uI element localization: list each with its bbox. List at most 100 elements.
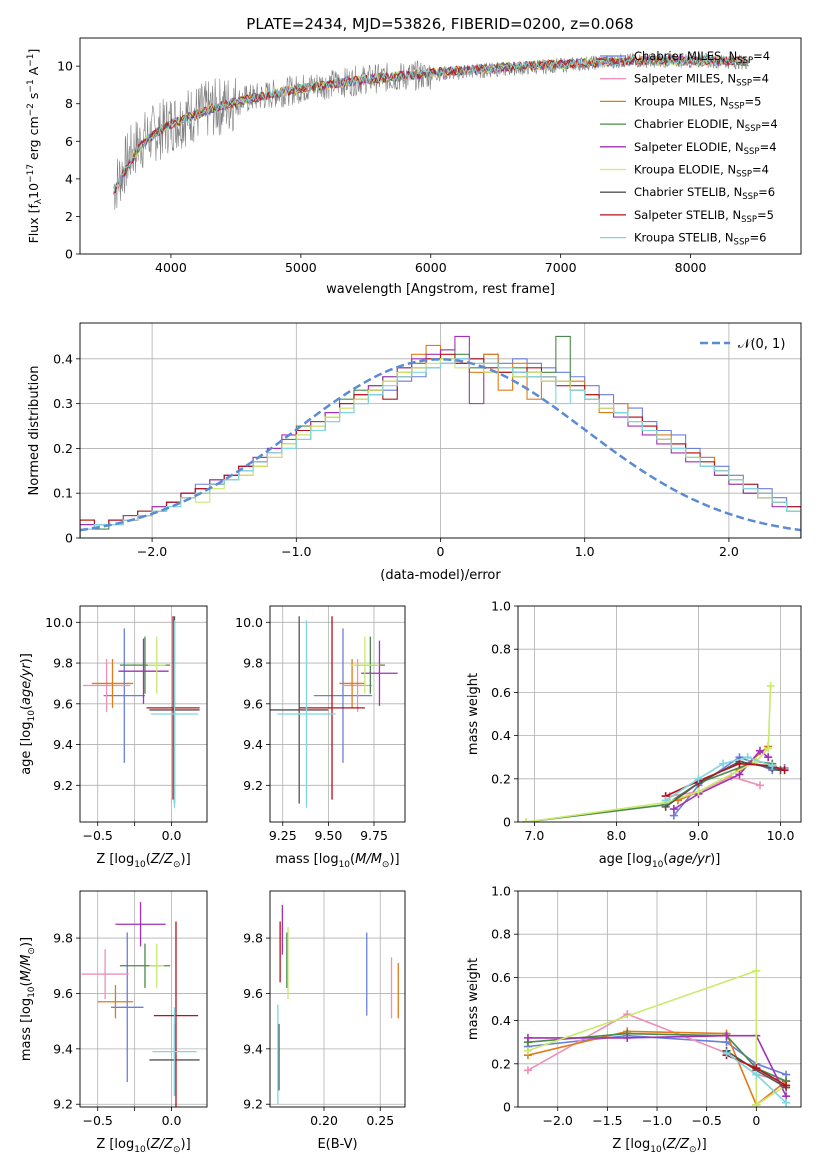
weight-marker (782, 1098, 791, 1107)
y-tick-label: 8 (65, 96, 73, 111)
panel-mass_vs_ebv: 0.20 0.25 9.2 9.4 9.6 9.8 E(B-V) (243, 890, 406, 1152)
y-tick-label: 9.4 (53, 1041, 73, 1056)
model-line-7 (113, 54, 749, 194)
plot-area-mass_vs_Z (80, 891, 207, 1107)
y-tick-label: 1.0 (491, 884, 511, 899)
x-tick-label: 0 (752, 1113, 760, 1128)
plot-area-residuals (80, 323, 801, 538)
y-axis-label: age [log10(age/yr)] (19, 653, 37, 775)
errorbar-point-1 (81, 949, 129, 999)
x-tick-label: 0.0 (162, 1113, 182, 1128)
x-tick-label: 2.0 (719, 544, 739, 559)
x-tick-label: 9.25 (269, 828, 297, 843)
panel-weight_vs_age: 7.0 8.0 9.0 10.0 0 0.2 0.4 0.6 0.8 1.0 age [log10(… (466, 599, 802, 870)
axes-frame (269, 605, 406, 823)
y-tick-label: 9.6 (243, 696, 263, 711)
x-tick-label: 6000 (415, 260, 447, 275)
weight-marker (755, 746, 764, 755)
x-tick-label: 8000 (675, 260, 707, 275)
errorbar-point-8 (152, 1007, 197, 1096)
weight-marker (735, 759, 744, 768)
x-tick-label: 5000 (285, 260, 317, 275)
errorbar-point-5 (350, 636, 380, 694)
y-tick-label: 9.4 (243, 1041, 263, 1056)
axes-frame (79, 890, 208, 1108)
x-tick-label: 9.0 (689, 828, 709, 843)
weight-marker (523, 1066, 532, 1075)
x-tick-label: −1.0 (281, 544, 311, 559)
weight-marker (523, 1033, 532, 1042)
y-tick-label: 0.4 (491, 1013, 511, 1028)
axes-frame (517, 605, 802, 823)
x-tick-label: 1.0 (575, 544, 595, 559)
y-tick-label: 9.8 (243, 656, 263, 671)
weight-series-5 (522, 681, 775, 822)
x-tick-label: 10.0 (767, 828, 795, 843)
weight-marker (722, 1049, 731, 1057)
x-tick-label: 7000 (545, 260, 577, 275)
plot-area-weight_vs_age (518, 606, 801, 822)
axes-frame (269, 890, 406, 1108)
y-tick-label: 0.2 (491, 771, 511, 786)
axes-frame (517, 890, 802, 1108)
legend-label-2: Kroupa MILES, NSSP=5 (634, 94, 761, 111)
errorbar-point-4 (115, 902, 166, 947)
x-tick-label: 9.75 (360, 828, 388, 843)
y-tick-label: 9.8 (53, 656, 73, 671)
legend-label-5: Kroupa ELODIE, NSSP=4 (634, 163, 769, 180)
y-tick-label: 0 (503, 1100, 511, 1115)
y-tick-label: 9.2 (53, 1097, 73, 1112)
y-tick-label: 2 (65, 209, 73, 224)
weight-marker (755, 781, 764, 790)
x-tick-label: 0.25 (366, 1113, 394, 1128)
weight-marker (782, 1081, 791, 1090)
weight-line (526, 760, 773, 822)
x-tick-label: −2.0 (543, 1113, 573, 1128)
weight-marker (623, 1033, 632, 1042)
weight-marker (669, 805, 678, 814)
x-tick-label: 8.0 (606, 828, 626, 843)
x-axis-label: mass [log10(M/M⊙)] (275, 852, 399, 870)
x-tick-label: 0.20 (310, 1113, 338, 1128)
plot-area-spectrum (113, 52, 749, 210)
x-tick-label: −1.0 (642, 1113, 672, 1128)
model-line-8 (113, 54, 749, 193)
y-tick-label: 9.4 (243, 737, 263, 752)
legend-label-6: Chabrier STELIB, NSSP=6 (634, 185, 775, 202)
y-tick-label: 10.0 (235, 615, 263, 630)
y-tick-label: 9.2 (53, 778, 73, 793)
y-tick-label: 0.1 (53, 486, 73, 501)
x-tick-label: 7.0 (524, 828, 544, 843)
plot-area-weight_vs_Z (518, 891, 801, 1107)
errorbar-point-0 (103, 628, 145, 763)
errorbar-point-2 (91, 658, 134, 708)
figure-title: PLATE=2434, MJD=53826, FIBERID=0200, z=0… (246, 15, 633, 33)
weight-series-8 (661, 753, 777, 805)
y-tick-label: 9.6 (53, 986, 73, 1001)
errorbar-point-7 (146, 616, 200, 800)
y-tick-label: 9.2 (243, 1097, 263, 1112)
weight-marker (752, 1070, 761, 1079)
legend-label-3: Chabrier ELODIE, NSSP=4 (634, 117, 778, 134)
y-tick-label: 9.8 (243, 931, 263, 946)
normal-curve (80, 358, 801, 532)
y-tick-label: 6 (65, 134, 73, 149)
y-tick-label: 0.4 (53, 351, 73, 366)
y-tick-label: 9.8 (53, 931, 73, 946)
y-tick-label: 0.6 (491, 970, 511, 985)
weight-marker (661, 796, 670, 805)
errorbar-point-2 (97, 985, 134, 1019)
model-line-6 (113, 54, 749, 193)
y-tick-label: 0.3 (53, 396, 73, 411)
y-axis-label: mass weight (466, 673, 481, 755)
weight-marker (766, 681, 775, 690)
weight-marker (694, 774, 703, 783)
legend-label-8: Kroupa STELIB, NSSP=6 (634, 231, 766, 248)
y-tick-label: 0.8 (491, 927, 511, 942)
y-axis-label: mass [log10(M/M⊙)] (19, 937, 37, 1061)
weight-line (526, 685, 772, 822)
y-axis-label: mass weight (466, 958, 481, 1040)
y-tick-label: 9.4 (53, 737, 73, 752)
errorbar-point-5 (147, 636, 166, 694)
